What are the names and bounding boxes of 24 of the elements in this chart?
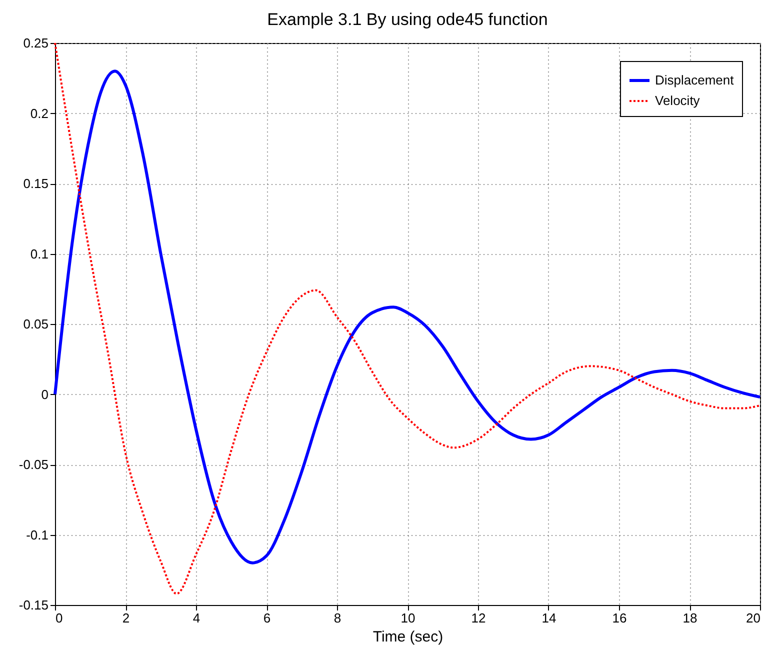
legend-label: Displacement	[655, 72, 734, 88]
x-tick-label: 18	[682, 610, 698, 626]
y-tick-label: 0.15	[23, 176, 48, 191]
y-tick-label: 0.2	[30, 106, 48, 121]
x-tick-label: 4	[192, 610, 200, 626]
x-axis-title: Time (sec)	[372, 628, 444, 645]
y-tick-label: 0.05	[23, 316, 48, 332]
x-tick-label: 14	[542, 610, 556, 626]
y-tick-label: -0.1	[26, 527, 48, 542]
y-tick-label: 0	[41, 386, 48, 402]
x-tick-label: 10	[400, 610, 416, 626]
x-tick-label: 0	[56, 610, 63, 626]
y-tick-label: -0.05	[18, 457, 48, 472]
legend-label: Velocity	[655, 93, 700, 108]
chart-title: Example 3.1 By using ode45 function	[267, 10, 548, 29]
x-tick-label: 16	[612, 610, 627, 626]
x-tick-label: 12	[471, 610, 486, 626]
x-tick-label: 6	[263, 610, 271, 626]
x-tick-label: 8	[334, 610, 342, 626]
y-tick-label: -0.15	[18, 598, 48, 612]
y-tick-label: 0.1	[30, 246, 48, 262]
x-tick-label: 2	[122, 610, 130, 626]
y-tick-label: 0.25	[23, 36, 48, 50]
x-tick-label: 20	[746, 610, 760, 626]
